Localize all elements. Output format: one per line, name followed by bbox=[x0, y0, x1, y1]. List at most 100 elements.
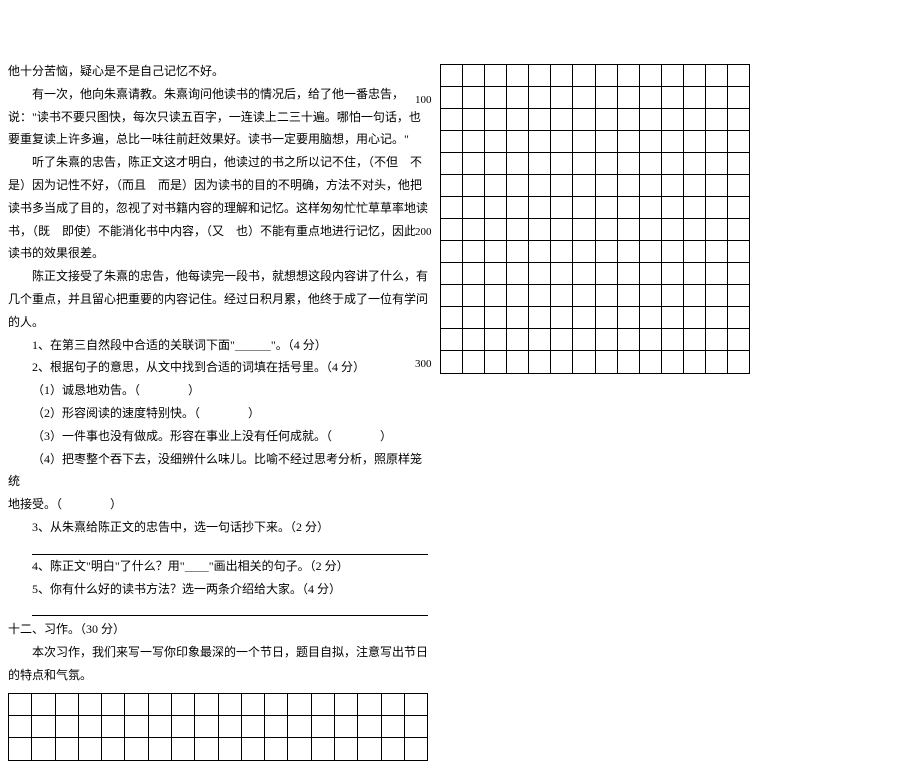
grid-cell[interactable] bbox=[662, 263, 684, 284]
grid-cell[interactable] bbox=[684, 131, 706, 152]
grid-cell[interactable] bbox=[56, 738, 79, 760]
grid-cell[interactable] bbox=[485, 241, 507, 262]
grid-cell[interactable] bbox=[618, 307, 640, 328]
grid-cell[interactable] bbox=[195, 694, 218, 715]
grid-cell[interactable] bbox=[441, 329, 463, 350]
grid-cell[interactable] bbox=[219, 694, 242, 715]
grid-cell[interactable] bbox=[640, 263, 662, 284]
grid-cell[interactable] bbox=[335, 738, 358, 760]
grid-cell[interactable] bbox=[219, 738, 242, 760]
grid-cell[interactable] bbox=[551, 87, 573, 108]
grid-cell[interactable] bbox=[335, 716, 358, 737]
grid-cell[interactable] bbox=[684, 219, 706, 240]
grid-cell[interactable] bbox=[382, 716, 405, 737]
grid-cell[interactable] bbox=[9, 694, 32, 715]
grid-cell[interactable] bbox=[485, 131, 507, 152]
grid-cell[interactable] bbox=[382, 738, 405, 760]
grid-cell[interactable] bbox=[529, 197, 551, 218]
grid-cell[interactable] bbox=[463, 285, 485, 306]
grid-cell[interactable] bbox=[573, 285, 595, 306]
grid-cell[interactable] bbox=[195, 716, 218, 737]
grid-cell[interactable] bbox=[706, 351, 728, 373]
grid-cell[interactable] bbox=[640, 307, 662, 328]
grid-cell[interactable] bbox=[529, 153, 551, 174]
grid-cell[interactable] bbox=[507, 351, 529, 373]
grid-cell[interactable] bbox=[573, 131, 595, 152]
grid-cell[interactable] bbox=[507, 153, 529, 174]
grid-cell[interactable] bbox=[684, 307, 706, 328]
grid-cell[interactable] bbox=[640, 153, 662, 174]
grid-cell[interactable] bbox=[529, 285, 551, 306]
grid-cell[interactable] bbox=[618, 351, 640, 373]
grid-cell[interactable] bbox=[728, 65, 749, 86]
grid-cell[interactable] bbox=[728, 109, 749, 130]
grid-cell[interactable] bbox=[596, 109, 618, 130]
grid-cell[interactable] bbox=[662, 329, 684, 350]
grid-cell[interactable] bbox=[507, 87, 529, 108]
grid-cell[interactable] bbox=[551, 307, 573, 328]
grid-cell[interactable] bbox=[529, 65, 551, 86]
grid-cell[interactable] bbox=[640, 219, 662, 240]
grid-cell[interactable] bbox=[662, 131, 684, 152]
grid-cell[interactable] bbox=[640, 175, 662, 196]
grid-cell[interactable] bbox=[596, 65, 618, 86]
grid-cell[interactable] bbox=[529, 351, 551, 373]
grid-cell[interactable] bbox=[684, 87, 706, 108]
grid-cell[interactable] bbox=[172, 716, 195, 737]
grid-cell[interactable] bbox=[485, 175, 507, 196]
grid-cell[interactable] bbox=[288, 738, 311, 760]
grid-cell[interactable] bbox=[596, 131, 618, 152]
grid-cell[interactable] bbox=[102, 716, 125, 737]
grid-cell[interactable] bbox=[573, 65, 595, 86]
grid-cell[interactable] bbox=[529, 175, 551, 196]
grid-cell[interactable] bbox=[640, 285, 662, 306]
grid-cell[interactable] bbox=[551, 285, 573, 306]
grid-cell[interactable] bbox=[507, 263, 529, 284]
grid-cell[interactable] bbox=[662, 197, 684, 218]
grid-cell[interactable] bbox=[618, 241, 640, 262]
grid-cell[interactable] bbox=[662, 65, 684, 86]
grid-cell[interactable] bbox=[596, 263, 618, 284]
grid-cell[interactable] bbox=[618, 329, 640, 350]
grid-cell[interactable] bbox=[485, 285, 507, 306]
grid-cell[interactable] bbox=[596, 329, 618, 350]
grid-cell[interactable] bbox=[382, 694, 405, 715]
grid-cell[interactable] bbox=[463, 175, 485, 196]
grid-cell[interactable] bbox=[358, 738, 381, 760]
grid-cell[interactable] bbox=[358, 716, 381, 737]
grid-cell[interactable] bbox=[596, 219, 618, 240]
grid-cell[interactable] bbox=[684, 351, 706, 373]
grid-cell[interactable] bbox=[265, 738, 288, 760]
grid-cell[interactable] bbox=[463, 87, 485, 108]
grid-cell[interactable] bbox=[551, 109, 573, 130]
grid-cell[interactable] bbox=[441, 131, 463, 152]
grid-cell[interactable] bbox=[618, 87, 640, 108]
grid-cell[interactable] bbox=[573, 219, 595, 240]
grid-cell[interactable] bbox=[529, 87, 551, 108]
grid-cell[interactable] bbox=[102, 694, 125, 715]
grid-cell[interactable] bbox=[573, 241, 595, 262]
grid-cell[interactable] bbox=[32, 738, 55, 760]
grid-cell[interactable] bbox=[551, 175, 573, 196]
grid-cell[interactable] bbox=[507, 219, 529, 240]
grid-cell[interactable] bbox=[485, 329, 507, 350]
grid-cell[interactable] bbox=[485, 351, 507, 373]
grid-cell[interactable] bbox=[596, 197, 618, 218]
grid-cell[interactable] bbox=[573, 175, 595, 196]
grid-cell[interactable] bbox=[596, 307, 618, 328]
grid-cell[interactable] bbox=[596, 285, 618, 306]
grid-cell[interactable] bbox=[728, 131, 749, 152]
grid-cell[interactable] bbox=[172, 694, 195, 715]
grid-cell[interactable] bbox=[335, 694, 358, 715]
grid-cell[interactable] bbox=[684, 197, 706, 218]
grid-cell[interactable] bbox=[662, 87, 684, 108]
grid-cell[interactable] bbox=[405, 738, 427, 760]
grid-cell[interactable] bbox=[529, 241, 551, 262]
grid-cell[interactable] bbox=[662, 285, 684, 306]
grid-cell[interactable] bbox=[441, 219, 463, 240]
grid-cell[interactable] bbox=[573, 153, 595, 174]
grid-cell[interactable] bbox=[551, 329, 573, 350]
grid-cell[interactable] bbox=[79, 694, 102, 715]
grid-cell[interactable] bbox=[441, 263, 463, 284]
grid-cell[interactable] bbox=[312, 694, 335, 715]
